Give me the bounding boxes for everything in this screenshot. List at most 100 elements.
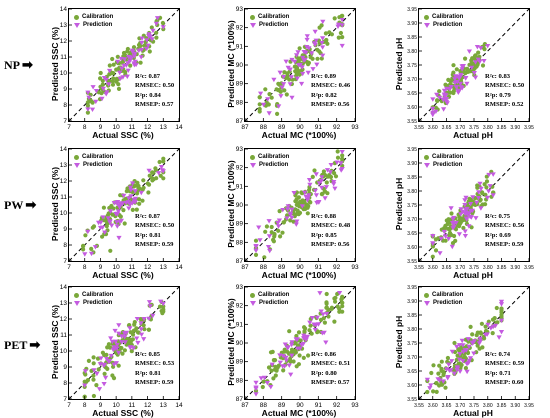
- prediction-point: [320, 19, 326, 25]
- calibration-point: [478, 330, 483, 335]
- legend: Calibration Prediction: [74, 13, 113, 29]
- prediction-point: [103, 77, 109, 83]
- calibration-point: [293, 348, 298, 353]
- calibration-point: [425, 389, 430, 395]
- prediction-point: [299, 343, 305, 348]
- x-tick-label: 89: [278, 124, 286, 131]
- x-tick-label: 3.65: [442, 125, 452, 131]
- prediction-point: [285, 204, 291, 209]
- x-tick-label: 3.65: [442, 403, 452, 409]
- metrics-box: R²c: 0.88 RMSEC: 0.48 R²p: 0.85 RMSEP: 0.56: [311, 212, 350, 250]
- prediction-point: [128, 188, 134, 193]
- prediction-point: [116, 235, 122, 241]
- calibration-point: [101, 205, 106, 210]
- plot-area: 3.55 3.60 3.65 3.70 3.75 3.80 3.85 3.90 3.953.55…: [407, 147, 534, 271]
- calibration-marker-icon: [250, 154, 255, 160]
- y-tick-label: 3.85: [407, 313, 417, 319]
- prediction-point: [109, 339, 115, 345]
- x-axis-title: Actual SSC (%): [92, 130, 154, 140]
- prediction-marker-icon: [424, 162, 430, 168]
- prediction-point: [277, 360, 283, 365]
- calibration-point: [263, 87, 268, 92]
- prediction-point: [295, 50, 301, 55]
- prediction-point: [457, 357, 463, 362]
- prediction-point: [458, 212, 464, 217]
- calibration-point: [273, 373, 278, 378]
- metric-line: RMSEP: 0.56: [311, 101, 350, 109]
- metric-line: RMSEP: 0.56: [311, 241, 350, 249]
- prediction-point: [147, 34, 154, 39]
- prediction-point: [444, 99, 450, 105]
- prediction-point: [468, 202, 474, 207]
- calibration-point: [483, 324, 488, 329]
- prediction-point: [282, 342, 288, 347]
- calibration-point: [301, 355, 306, 360]
- calibration-point: [127, 323, 132, 328]
- calibration-marker-icon: [424, 292, 429, 298]
- prediction-point: [470, 195, 476, 200]
- prediction-point: [100, 86, 106, 92]
- prediction-point: [105, 216, 111, 221]
- calibration-point: [161, 159, 166, 164]
- prediction-point: [319, 40, 325, 46]
- prediction-point: [112, 328, 118, 334]
- legend-label: Calibration: [82, 154, 114, 160]
- prediction-point: [424, 377, 430, 383]
- prediction-point: [486, 189, 492, 194]
- calibration-point: [276, 81, 281, 86]
- x-tick-label: 89: [278, 264, 286, 271]
- metric-line: RMSEP: 0.52: [485, 101, 524, 109]
- prediction-point: [104, 357, 110, 362]
- y-tick-label: 8: [63, 380, 67, 387]
- x-tick-label: 3.55: [414, 403, 424, 409]
- calibration-point: [470, 332, 475, 337]
- legend-label: Calibration: [432, 14, 464, 20]
- y-tick-label: 92: [236, 303, 244, 310]
- prediction-point: [293, 337, 299, 342]
- prediction-point: [339, 43, 345, 49]
- prediction-point: [457, 81, 464, 87]
- prediction-point: [316, 200, 322, 205]
- calibration-point: [145, 181, 150, 186]
- calibration-point: [329, 305, 334, 310]
- prediction-point: [98, 220, 104, 225]
- metric-line: RMSEC: 0.46: [311, 82, 351, 90]
- prediction-marker-icon: [250, 22, 256, 28]
- calibration-point: [306, 353, 311, 358]
- metric-line: RMSEP: 0.57: [135, 101, 174, 109]
- calibration-point: [296, 330, 302, 335]
- calibration-point: [291, 359, 296, 364]
- calibration-point: [457, 361, 463, 366]
- legend-item-prediction: Prediction: [74, 299, 113, 307]
- y-tick-label: 3.65: [407, 369, 417, 375]
- prediction-point: [465, 337, 471, 342]
- prediction-point: [289, 340, 295, 345]
- metric-line: RMSEC: 0.53: [135, 360, 175, 368]
- metric-line: RMSEC: 0.59: [485, 360, 525, 368]
- legend-item-prediction: Prediction: [250, 299, 289, 307]
- prediction-point: [466, 344, 472, 350]
- calibration-point: [288, 359, 293, 364]
- prediction-point: [339, 23, 345, 28]
- prediction-point: [477, 339, 483, 344]
- calibration-point: [308, 55, 313, 60]
- calibration-point: [102, 352, 107, 358]
- calibration-point: [91, 361, 96, 366]
- metric-line: R²p: 0.69: [485, 231, 511, 239]
- metric-line: RMSEC: 0.50: [135, 82, 175, 90]
- calibration-point: [301, 207, 306, 212]
- prediction-point: [283, 358, 289, 363]
- x-tick-label: 3.85: [497, 403, 507, 409]
- calibration-point: [483, 328, 489, 334]
- x-tick-label: 12: [144, 402, 152, 409]
- calibration-point: [125, 49, 130, 54]
- prediction-point: [135, 340, 141, 346]
- calibration-point: [451, 70, 456, 75]
- prediction-point: [299, 204, 305, 209]
- x-axis-title: Actual MC (*100%): [261, 130, 337, 140]
- calibration-point: [301, 200, 306, 206]
- prediction-point: [327, 170, 333, 175]
- prediction-point: [253, 244, 259, 249]
- prediction-point: [459, 86, 465, 91]
- calibration-point: [128, 330, 133, 335]
